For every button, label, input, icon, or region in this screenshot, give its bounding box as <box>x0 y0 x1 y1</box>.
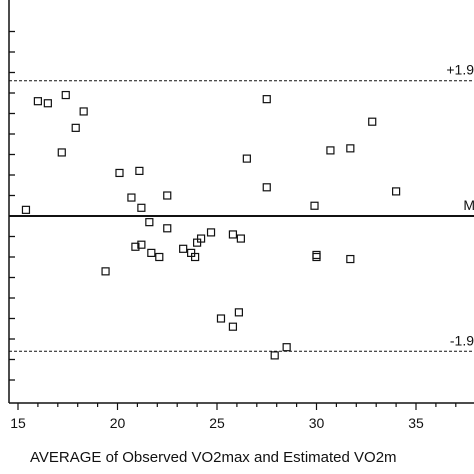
data-point <box>191 252 200 262</box>
data-point <box>147 248 156 257</box>
data-point <box>145 218 154 227</box>
data-point <box>163 224 172 233</box>
data-point <box>310 201 319 210</box>
data-point <box>101 267 110 276</box>
data-point <box>135 166 144 175</box>
data-point <box>228 322 238 331</box>
lower-reference-label: -1.9 <box>450 332 474 348</box>
data-point <box>368 117 377 126</box>
data-point <box>196 234 206 243</box>
data-point <box>137 240 146 249</box>
data-point <box>262 95 271 104</box>
data-point <box>346 254 355 264</box>
data-point <box>392 187 401 196</box>
data-point <box>312 250 321 260</box>
data-point <box>71 123 80 132</box>
data-point <box>262 183 271 192</box>
data-point <box>206 228 216 237</box>
data-point <box>346 144 355 153</box>
data-point <box>234 308 243 317</box>
data-point <box>21 205 31 214</box>
data-point <box>312 252 321 262</box>
x-tick-label: 25 <box>209 415 225 431</box>
data-point <box>61 90 70 100</box>
data-point <box>33 97 43 106</box>
data-point <box>216 314 226 323</box>
mean-reference-label: M <box>463 197 474 213</box>
data-point <box>79 107 88 116</box>
data-point <box>57 148 66 157</box>
x-tick-label: 35 <box>408 415 424 431</box>
data-point <box>242 154 251 163</box>
x-tick-label: 15 <box>10 415 26 431</box>
y-axis <box>8 0 15 403</box>
x-tick-label: 30 <box>309 415 325 431</box>
upper-reference-label: +1.9 <box>446 62 474 78</box>
data-point <box>127 193 136 202</box>
data-point <box>163 191 172 200</box>
data-points <box>21 90 401 360</box>
x-tick-label: 20 <box>110 415 126 431</box>
data-point <box>282 343 291 352</box>
data-point <box>131 242 140 251</box>
data-point <box>270 351 279 360</box>
data-point <box>236 234 245 243</box>
data-point <box>155 252 164 262</box>
data-point <box>137 203 146 212</box>
x-axis-title: AVERAGE of Observed VO2max and Estimated… <box>30 449 397 466</box>
x-axis: 15 20 25 30 35 <box>9 402 474 431</box>
reference-lines: +1.9 M -1.9 <box>9 62 474 352</box>
data-point <box>228 230 238 239</box>
data-point <box>179 244 188 253</box>
data-point <box>43 99 52 108</box>
data-point <box>326 146 335 155</box>
data-point <box>115 168 124 178</box>
